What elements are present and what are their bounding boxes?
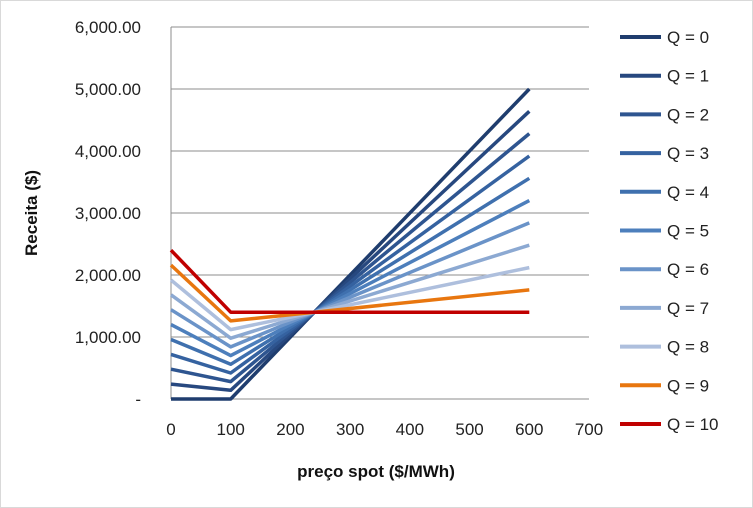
legend-label-q8: Q = 8	[667, 338, 709, 357]
series-line-q7	[169, 243, 530, 340]
x-tick-label: 300	[336, 420, 364, 439]
legend-label-q5: Q = 5	[667, 222, 709, 241]
x-tick-label: 200	[276, 420, 304, 439]
series-line-q9	[169, 263, 530, 323]
series-line-q4	[170, 176, 531, 367]
legend-label-q1: Q = 1	[667, 67, 709, 86]
y-tick-label: 2,000.00	[75, 266, 141, 285]
y-tick-label: 3,000.00	[75, 204, 141, 223]
x-tick-label: 0	[166, 420, 175, 439]
legend-label-q2: Q = 2	[667, 105, 709, 124]
y-tick-label: 5,000.00	[75, 80, 141, 99]
x-tick-label: 700	[575, 420, 603, 439]
x-tick-label: 100	[217, 420, 245, 439]
y-tick-label: 1,000.00	[75, 328, 141, 347]
legend-label-q6: Q = 6	[667, 260, 709, 279]
series-line-q2	[170, 132, 531, 384]
legend-label-q0: Q = 0	[667, 28, 709, 47]
y-tick-labels: - 1,000.00 2,000.00 3,000.00 4,000.00 5,000.0…	[75, 18, 141, 409]
series-line-q0	[171, 87, 531, 401]
series-line-q1	[170, 110, 531, 393]
y-axis-title: Receita ($)	[22, 170, 41, 256]
series-line-q3	[170, 154, 531, 375]
series-line-q8	[169, 265, 530, 332]
legend-label-q10: Q = 10	[667, 415, 719, 434]
x-axis-title: preço spot ($/MWh)	[297, 462, 455, 481]
legend-label-q4: Q = 4	[667, 183, 709, 202]
x-tick-label: 500	[455, 420, 483, 439]
y-tick-label: 6,000.00	[75, 18, 141, 37]
series-lines	[169, 87, 531, 401]
series-line-q6	[170, 221, 530, 349]
x-tick-label: 600	[515, 420, 543, 439]
legend-label-q7: Q = 7	[667, 299, 709, 318]
x-tick-label: 400	[396, 420, 424, 439]
gridlines	[171, 26, 589, 338]
legend-label-q3: Q = 3	[667, 144, 709, 163]
axes	[170, 27, 589, 400]
x-tick-labels: 0 100 200 300 400 500 600 700	[166, 420, 603, 439]
y-tick-label: 4,000.00	[75, 142, 141, 161]
y-tick-label: -	[135, 390, 141, 409]
series-line-q10	[169, 248, 530, 314]
series-line-q5	[170, 199, 531, 358]
legend-label-q9: Q = 9	[667, 376, 709, 395]
legend: Q = 0 Q = 1 Q = 2 Q = 3 Q = 4 Q = 5 Q = 6 Q = 7…	[620, 28, 719, 434]
